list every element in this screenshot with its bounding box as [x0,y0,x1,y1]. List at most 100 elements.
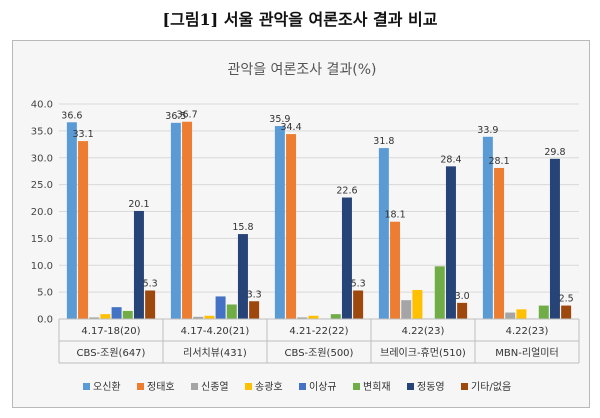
category-date-label: 4.22(23) [402,326,445,337]
category-pollster-label: MBN-리얼미터 [495,347,558,359]
legend-label: 기타/없음 [471,380,511,393]
bar [111,307,122,319]
bar [353,290,364,319]
chart-title: 관악을 여론조사 결과(%) [227,62,376,78]
legend-label: 이상규 [309,381,337,393]
data-label: 33.1 [72,129,93,140]
data-label: 35.9 [269,114,290,125]
y-tick-label: 35.0 [31,126,53,137]
bar [412,289,423,319]
bar [538,305,549,319]
data-label: 15.8 [232,222,253,233]
bar [66,122,77,320]
bar [457,302,468,319]
bar [330,314,341,319]
data-label: 33.9 [477,125,498,136]
y-tick-label: 0.0 [37,315,53,326]
data-label: 20.1 [128,199,149,210]
bar [133,210,144,319]
category-date-label: 4.17-4.20(21) [181,326,250,337]
y-tick-label: 5.0 [37,288,53,299]
bar [445,166,456,319]
bar [274,126,285,319]
data-label: 36.5 [165,111,186,122]
bar [561,305,572,319]
bar [549,158,560,319]
bar [182,121,193,319]
legend-swatch [461,383,468,390]
bar [341,197,352,319]
category-pollster-label: 브레이크-휴먼(510) [380,347,466,359]
data-label: 3.0 [455,291,470,302]
category-pollster-label: CBS-조원(647) [77,347,146,359]
legend-label: 오신환 [93,381,121,393]
legend: 오신환 정태호 신종열 송광호 이상규 변희재 정동영 기타/없음 [83,380,511,393]
y-axis-ticks: 0.0 5.0 10.0 15.0 20.0 25.0 30.0 35.0 40.0 [31,100,53,326]
y-tick-label: 40.0 [31,100,53,111]
data-label: 18.1 [384,210,405,221]
data-label: 36.6 [61,110,82,121]
bar [516,309,527,319]
bar [286,134,297,319]
data-label: 34.4 [280,122,301,133]
bar [122,310,133,319]
data-label: 28.1 [488,156,509,167]
legend-swatch [245,383,252,390]
data-label: 29.8 [544,147,565,158]
legend-label: 송광호 [255,381,283,393]
bar [193,316,204,319]
legend-swatch [299,383,306,390]
legend-label: 정태호 [147,381,175,393]
bar [204,315,215,319]
legend-swatch [407,383,414,390]
bar [482,136,493,319]
bar [249,301,260,319]
data-label: 3.3 [247,289,262,300]
legend-swatch [353,383,360,390]
bar [78,141,89,319]
legend-swatch [83,383,90,390]
bar [378,148,389,319]
bar [170,122,181,319]
data-label: 5.3 [143,279,158,290]
bar [401,300,412,319]
category-axis: 4.17-18(20) CBS-조원(647) 4.17-4.20(21) 리서치뷰(… [58,318,580,364]
bar [390,221,401,319]
legend-swatch [191,383,198,390]
bar-chart: 관악을 여론조사 결과(%) 0.0 5.0 10.0 15.0 20.0 25.0 30.… [31,62,580,393]
bars [66,121,572,320]
legend-label: 정동영 [417,381,445,393]
category-pollster-label: 리서치뷰(431) [183,347,247,359]
y-tick-label: 10.0 [31,261,53,272]
figure-caption: [그림1] 서울 관악을 여론조사 결과 비교 [162,10,438,29]
y-tick-label: 15.0 [31,234,53,245]
category-date-label: 4.22(23) [506,326,549,337]
bar [297,317,308,319]
data-labels: 36.6 36.5 35.9 31.8 33.9 33.1 36.7 34.4 18.1 28.1… [61,110,573,305]
data-label: 28.4 [440,154,461,165]
bar [505,312,516,319]
bar [494,167,505,319]
bar [89,317,100,319]
data-label: 36.7 [176,110,197,121]
category-pollster-label: CBS-조원(500) [285,347,354,359]
legend-swatch [137,383,144,390]
category-date-label: 4.17-18(20) [81,326,140,337]
bar [100,314,111,319]
bar [145,290,156,319]
legend-label: 변희재 [363,381,391,393]
bar [215,296,226,319]
data-label: 31.8 [373,136,394,147]
legend-label: 신종열 [201,381,229,393]
bar [434,266,445,319]
y-tick-label: 25.0 [31,180,53,191]
chart-panel: 관악을 여론조사 결과(%) 0.0 5.0 10.0 15.0 20.0 25.0 30.… [12,40,590,408]
bar [226,304,237,319]
bar [237,234,248,319]
y-tick-label: 20.0 [31,207,53,218]
bar [308,315,319,319]
data-label: 5.3 [351,279,366,290]
data-label: 2.5 [559,294,574,305]
data-label: 22.6 [336,186,357,197]
y-tick-label: 30.0 [31,153,53,164]
